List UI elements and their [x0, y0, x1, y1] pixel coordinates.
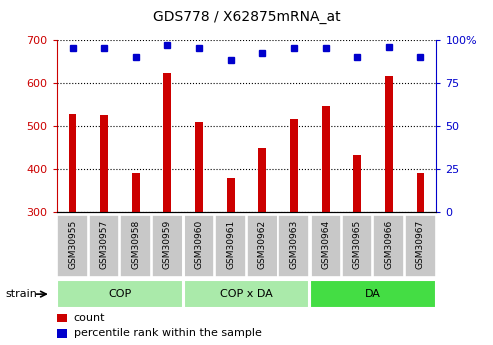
Bar — [57, 215, 88, 277]
Bar — [290, 119, 298, 212]
Bar — [120, 215, 151, 277]
Text: GSM30957: GSM30957 — [100, 220, 108, 269]
Text: GSM30958: GSM30958 — [131, 220, 141, 269]
Bar — [152, 215, 182, 277]
Bar — [310, 280, 436, 308]
Bar — [57, 329, 68, 338]
Bar — [247, 215, 278, 277]
Bar — [405, 215, 436, 277]
Text: COP x DA: COP x DA — [220, 289, 273, 299]
Bar — [57, 280, 183, 308]
Text: GSM30961: GSM30961 — [226, 220, 235, 269]
Bar — [100, 115, 108, 212]
Text: count: count — [74, 313, 106, 323]
Bar — [385, 76, 393, 212]
Bar — [279, 215, 309, 277]
Text: GSM30962: GSM30962 — [258, 220, 267, 269]
Bar — [321, 106, 329, 212]
Text: GSM30960: GSM30960 — [195, 220, 204, 269]
Bar — [183, 215, 214, 277]
Bar — [310, 215, 341, 277]
Text: DA: DA — [365, 289, 381, 299]
Bar — [69, 114, 76, 212]
Text: GSM30955: GSM30955 — [68, 220, 77, 269]
Bar — [132, 173, 140, 212]
Text: GSM30965: GSM30965 — [352, 220, 362, 269]
Bar — [417, 173, 424, 212]
Text: percentile rank within the sample: percentile rank within the sample — [74, 328, 262, 338]
Bar — [258, 148, 266, 212]
Bar — [89, 215, 119, 277]
Text: strain: strain — [6, 289, 38, 299]
Bar — [342, 215, 372, 277]
Bar — [373, 215, 404, 277]
Text: GSM30959: GSM30959 — [163, 220, 172, 269]
Bar — [164, 73, 172, 212]
Text: COP: COP — [108, 289, 132, 299]
Text: GSM30966: GSM30966 — [385, 220, 393, 269]
Text: GSM30964: GSM30964 — [321, 220, 330, 269]
Bar — [195, 122, 203, 212]
Bar — [227, 178, 235, 212]
Bar — [353, 155, 361, 212]
Bar — [183, 280, 310, 308]
Text: GSM30967: GSM30967 — [416, 220, 425, 269]
Text: GSM30963: GSM30963 — [289, 220, 298, 269]
Bar — [57, 314, 68, 322]
Text: GDS778 / X62875mRNA_at: GDS778 / X62875mRNA_at — [153, 10, 340, 24]
Bar — [215, 215, 246, 277]
